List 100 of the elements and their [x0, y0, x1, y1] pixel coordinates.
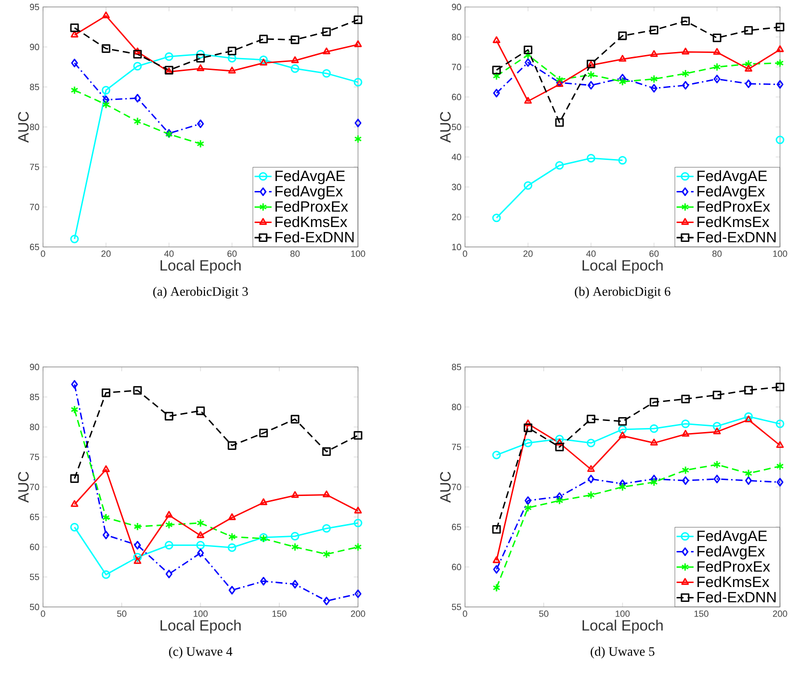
text: (b) AerobicDigit 6 — [574, 286, 670, 298]
point — [492, 214, 501, 222]
point — [134, 557, 142, 564]
point — [618, 417, 627, 426]
point — [290, 64, 300, 73]
point — [196, 406, 205, 416]
point — [354, 518, 362, 528]
x-tick-label: 80 — [290, 250, 300, 257]
y-tick-label: 90 — [452, 4, 462, 10]
point — [650, 84, 658, 93]
point — [70, 500, 78, 507]
point — [70, 474, 79, 483]
point — [712, 422, 722, 430]
y-tick-label: 90 — [30, 44, 40, 50]
point — [524, 181, 532, 190]
x-tick-label: 0 — [40, 610, 46, 617]
point — [618, 482, 626, 492]
x-tick-label: 20 — [523, 250, 533, 257]
point — [196, 140, 204, 148]
point — [776, 22, 784, 32]
point — [292, 580, 298, 588]
x-tick-label: 50 — [539, 610, 548, 617]
y-tick-label: 40 — [452, 154, 462, 160]
point — [102, 388, 110, 398]
x-tick-label: 0 — [462, 610, 468, 617]
point — [682, 466, 690, 474]
point — [682, 69, 690, 78]
point — [322, 69, 331, 78]
x-tick-label: 100 — [351, 250, 366, 257]
point — [524, 96, 532, 104]
y-tick-label: 80 — [30, 124, 40, 130]
point — [712, 34, 722, 42]
point — [618, 432, 626, 438]
point — [587, 70, 595, 80]
legend-label: Fed-ExDNN — [698, 231, 776, 242]
point — [587, 465, 595, 472]
point — [71, 380, 78, 389]
point — [260, 498, 268, 506]
point — [681, 16, 690, 26]
legend-label: FedProxEx — [275, 200, 348, 212]
point — [682, 81, 689, 90]
y-tick-label: 60 — [30, 544, 40, 550]
point — [618, 77, 626, 86]
point — [322, 447, 331, 456]
point — [650, 438, 658, 446]
point — [524, 58, 532, 67]
y-tick-label: 60 — [452, 564, 462, 570]
y-tick-label: 70 — [30, 204, 40, 210]
y-tick-label: 55 — [30, 574, 40, 580]
point — [354, 431, 362, 440]
text: (a) AerobicDigit 3 — [153, 286, 248, 298]
point — [744, 416, 752, 422]
x-tick-label: 100 — [194, 610, 208, 617]
y-tick-label: 65 — [30, 244, 40, 250]
y-tick-label: 20 — [452, 214, 462, 220]
point — [492, 72, 500, 80]
y-tick-label: 75 — [30, 454, 40, 460]
point — [650, 398, 658, 406]
point — [197, 548, 204, 558]
point — [228, 543, 236, 552]
point — [322, 28, 331, 36]
point — [133, 62, 142, 70]
y-tick-label: 85 — [30, 394, 40, 400]
point — [588, 474, 594, 484]
point — [259, 34, 268, 44]
point — [290, 414, 300, 424]
y-tick-label: 95 — [30, 4, 40, 10]
point — [650, 424, 658, 433]
point — [713, 460, 721, 469]
x-axis-title: Local Epoch — [160, 260, 241, 274]
point — [165, 520, 173, 530]
point — [745, 80, 752, 88]
legend-label: FedAvgEx — [275, 186, 343, 200]
point — [70, 522, 79, 532]
point — [492, 525, 501, 534]
point — [102, 86, 110, 94]
point — [586, 438, 596, 448]
y-tick-label: 85 — [452, 364, 462, 370]
point — [102, 570, 110, 579]
x-tick-label: 150 — [694, 610, 708, 617]
point — [714, 474, 720, 484]
legend-label: Fed-ExDNN — [698, 591, 776, 602]
point — [524, 424, 532, 432]
point — [493, 565, 500, 574]
point — [70, 24, 79, 32]
point — [70, 234, 79, 244]
legend-label: FedAvgAE — [275, 170, 345, 184]
point — [524, 50, 532, 60]
point — [776, 462, 784, 470]
point — [714, 74, 720, 84]
point — [133, 552, 142, 562]
point — [228, 513, 236, 520]
point — [492, 36, 500, 44]
point — [291, 542, 299, 552]
x-tick-label: 150 — [272, 610, 286, 617]
point — [650, 74, 658, 84]
point — [681, 420, 690, 428]
point — [134, 94, 141, 102]
point — [291, 56, 299, 64]
point — [322, 48, 330, 54]
